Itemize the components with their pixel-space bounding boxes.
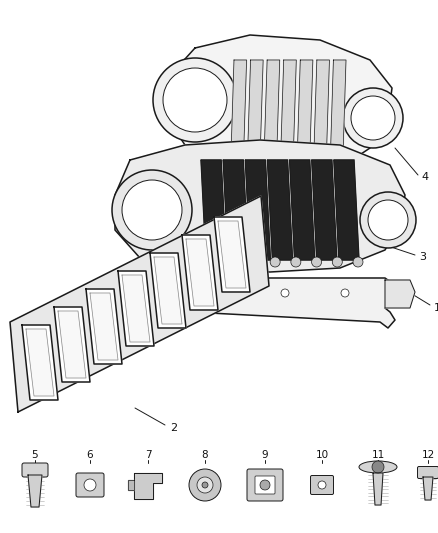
Polygon shape: [423, 477, 433, 500]
FancyBboxPatch shape: [255, 476, 275, 494]
Circle shape: [372, 461, 384, 473]
Polygon shape: [186, 239, 214, 306]
Text: 9: 9: [261, 450, 268, 460]
Polygon shape: [290, 160, 315, 260]
Polygon shape: [201, 160, 226, 260]
Circle shape: [281, 289, 289, 297]
Circle shape: [208, 257, 218, 267]
Circle shape: [112, 170, 192, 250]
Polygon shape: [122, 275, 150, 342]
Circle shape: [291, 257, 301, 267]
Polygon shape: [182, 235, 218, 310]
Circle shape: [84, 479, 96, 491]
Circle shape: [332, 257, 342, 267]
Polygon shape: [128, 480, 134, 490]
Polygon shape: [108, 280, 115, 308]
Polygon shape: [165, 35, 392, 178]
Circle shape: [221, 289, 229, 297]
Polygon shape: [108, 278, 395, 328]
Text: 1: 1: [434, 303, 438, 313]
Circle shape: [270, 257, 280, 267]
Polygon shape: [373, 473, 383, 505]
Polygon shape: [268, 160, 293, 260]
Circle shape: [260, 480, 270, 490]
Polygon shape: [10, 196, 269, 412]
Polygon shape: [154, 257, 182, 324]
Polygon shape: [150, 253, 186, 328]
Polygon shape: [245, 160, 270, 260]
Circle shape: [341, 289, 349, 297]
Polygon shape: [58, 311, 86, 378]
Text: 8: 8: [201, 450, 208, 460]
Polygon shape: [22, 325, 58, 400]
Polygon shape: [297, 60, 313, 155]
Polygon shape: [54, 307, 90, 382]
Polygon shape: [314, 60, 329, 155]
Circle shape: [229, 257, 239, 267]
Polygon shape: [330, 60, 346, 155]
Polygon shape: [86, 289, 122, 364]
Circle shape: [202, 482, 208, 488]
Polygon shape: [28, 475, 42, 507]
Polygon shape: [231, 60, 247, 155]
Text: 6: 6: [87, 450, 93, 460]
Text: 4: 4: [421, 172, 428, 182]
Text: 10: 10: [315, 450, 328, 460]
Text: 11: 11: [371, 450, 385, 460]
Polygon shape: [118, 271, 154, 346]
Circle shape: [360, 192, 416, 248]
Polygon shape: [312, 160, 337, 260]
Polygon shape: [264, 60, 280, 155]
Text: 7: 7: [145, 450, 151, 460]
Ellipse shape: [359, 461, 397, 473]
Circle shape: [318, 481, 326, 489]
Circle shape: [351, 96, 395, 140]
FancyBboxPatch shape: [417, 466, 438, 479]
Circle shape: [161, 289, 169, 297]
Text: 12: 12: [421, 450, 434, 460]
Polygon shape: [115, 140, 405, 272]
Polygon shape: [281, 60, 296, 155]
FancyBboxPatch shape: [247, 469, 283, 501]
Circle shape: [368, 200, 408, 240]
Circle shape: [197, 477, 213, 493]
Circle shape: [189, 469, 221, 501]
Circle shape: [343, 88, 403, 148]
Text: 3: 3: [419, 252, 426, 262]
Text: 2: 2: [170, 423, 177, 433]
FancyBboxPatch shape: [76, 473, 104, 497]
Polygon shape: [247, 60, 263, 155]
Polygon shape: [90, 293, 118, 360]
Circle shape: [353, 257, 363, 267]
Polygon shape: [214, 217, 250, 292]
Polygon shape: [385, 280, 415, 308]
Polygon shape: [223, 160, 248, 260]
FancyBboxPatch shape: [22, 463, 48, 477]
Circle shape: [122, 180, 182, 240]
Polygon shape: [334, 160, 359, 260]
Polygon shape: [26, 329, 54, 396]
Polygon shape: [218, 221, 246, 288]
FancyBboxPatch shape: [311, 475, 333, 495]
Circle shape: [163, 68, 227, 132]
Polygon shape: [134, 473, 162, 499]
Text: 5: 5: [32, 450, 38, 460]
Circle shape: [311, 257, 321, 267]
Circle shape: [249, 257, 259, 267]
Circle shape: [153, 58, 237, 142]
